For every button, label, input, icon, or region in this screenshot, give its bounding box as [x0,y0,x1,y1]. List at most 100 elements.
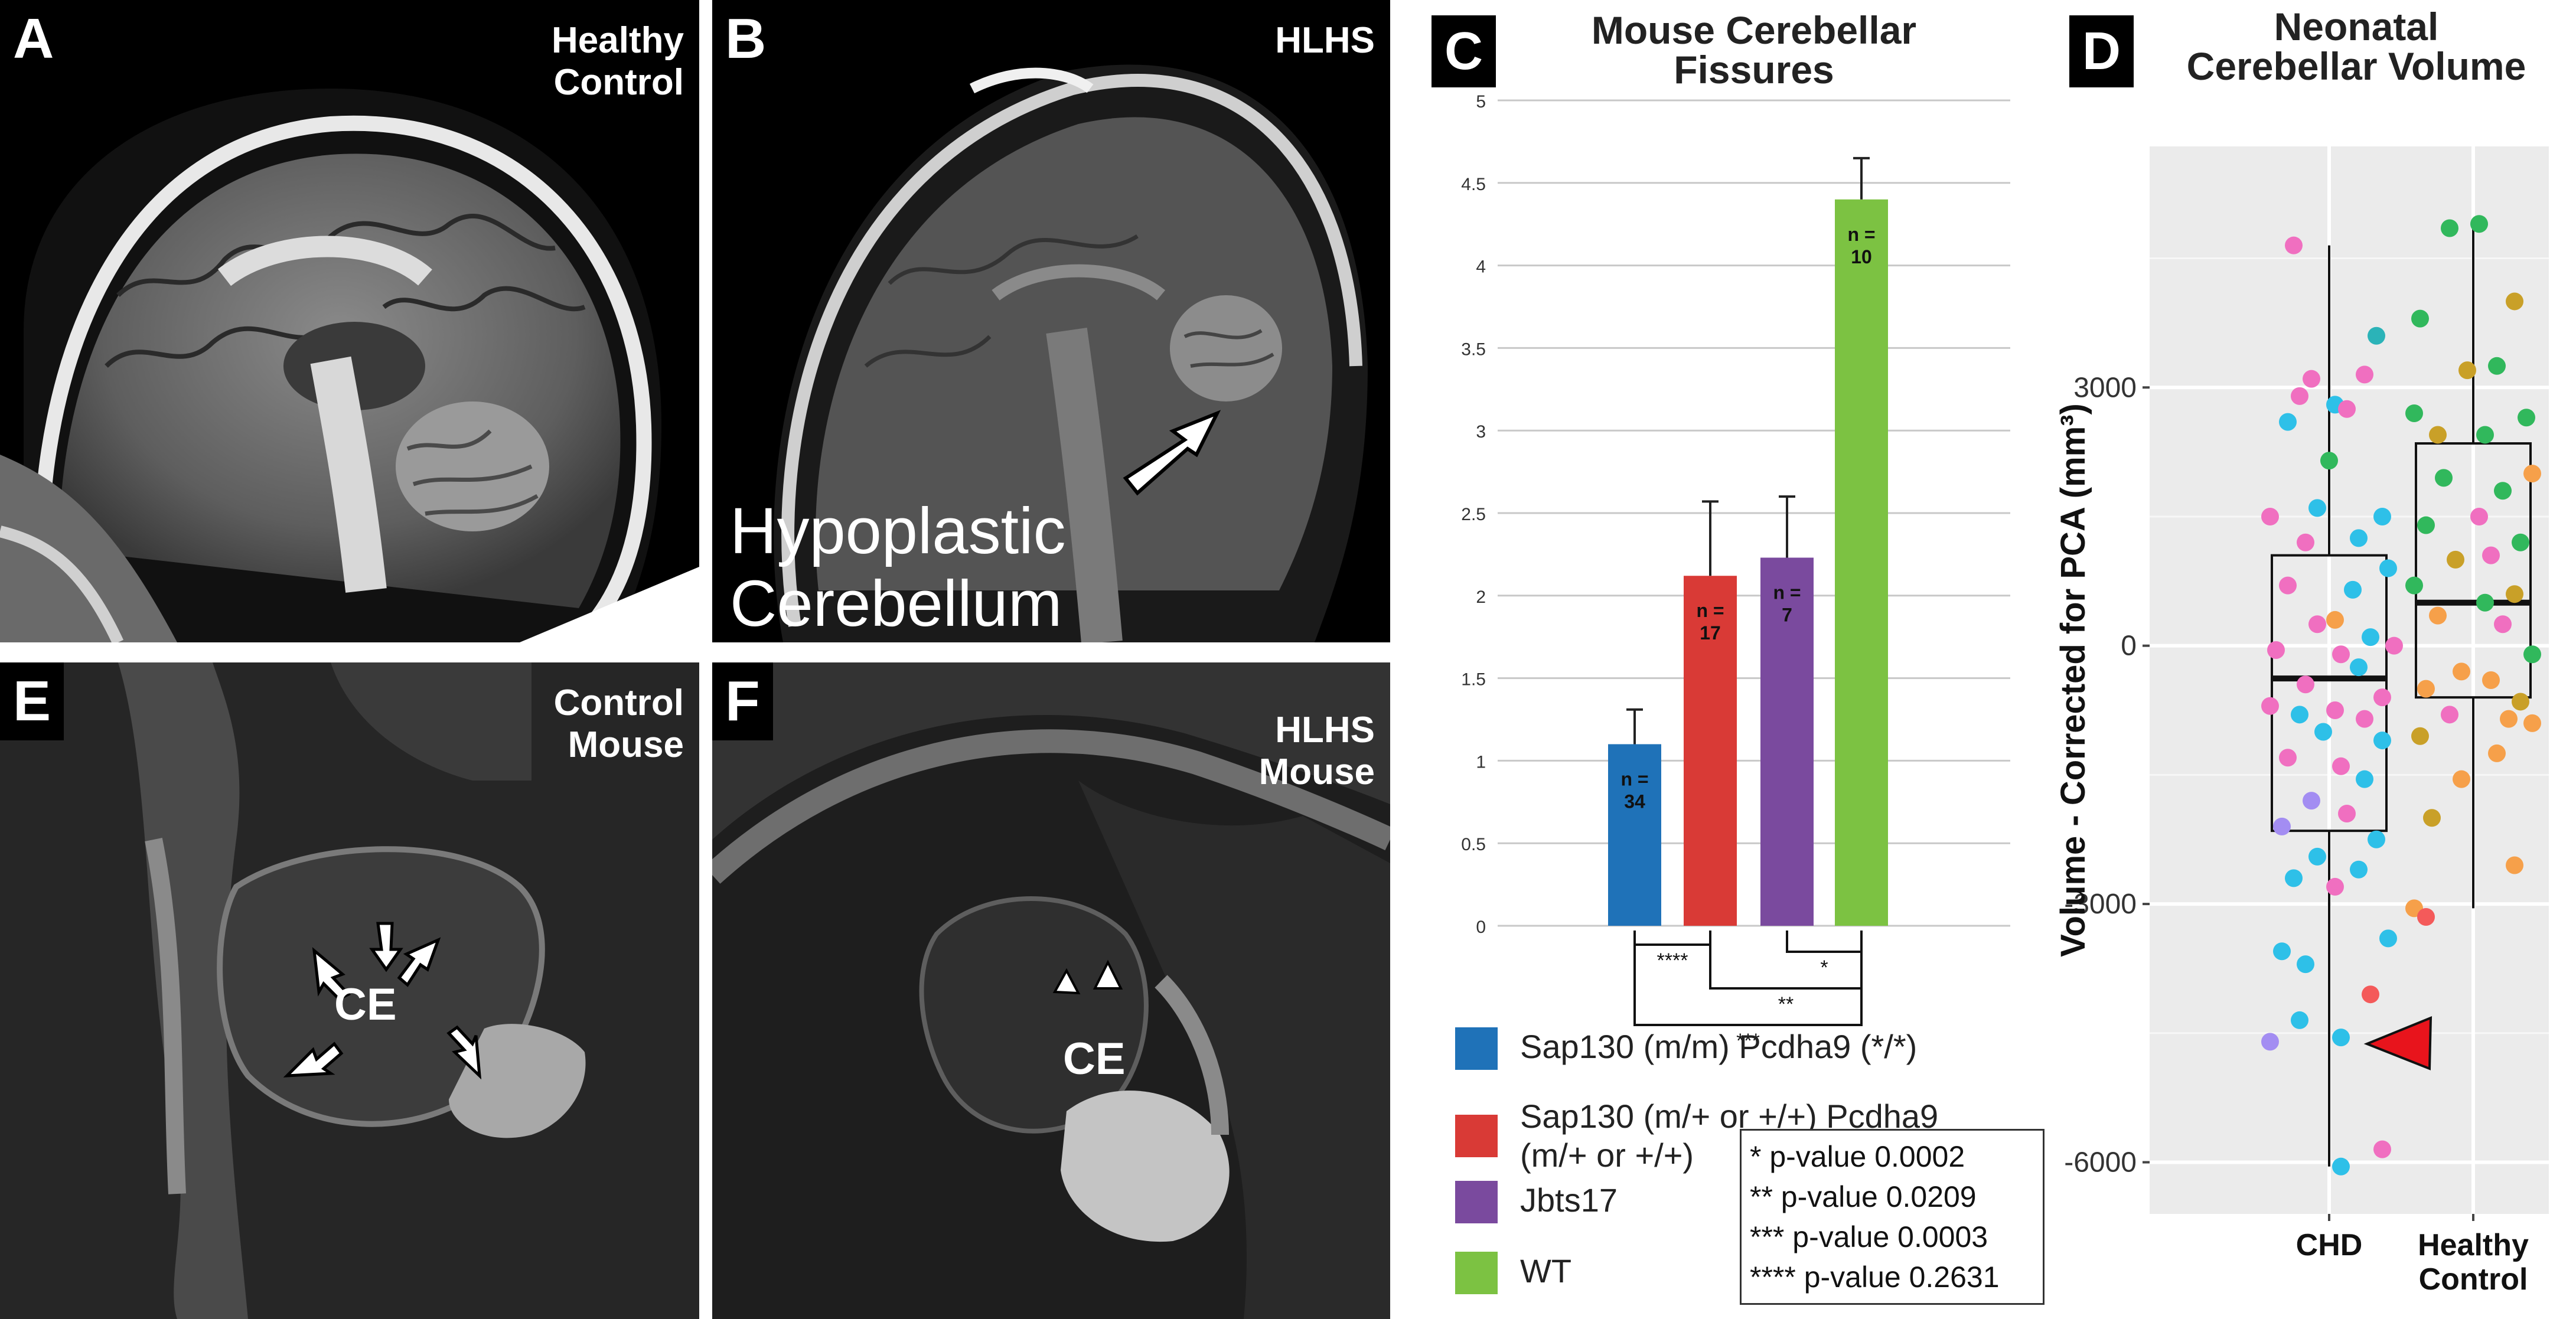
x-category-label-0: CHD [2296,1228,2363,1262]
y-tick-label-1: -3000 [2064,889,2137,920]
data-point-0-3 [2303,370,2320,388]
data-point-0-29 [2356,710,2373,728]
data-point-1-3 [2411,309,2429,328]
data-point-0-50 [2373,1140,2391,1158]
data-point-0-14 [2379,559,2397,577]
data-point-0-49 [2332,1029,2350,1047]
data-point-0-13 [2350,529,2368,547]
y-tick-label-0: 0 [1476,918,1486,937]
y-tick-label-8: 4 [1476,257,1486,277]
data-point-1-10 [2523,465,2541,483]
data-point-1-17 [2482,546,2500,564]
panel-f: F HLHS Mouse CE [712,662,1390,1319]
data-point-1-18 [2405,576,2423,595]
data-point-1-1 [2441,219,2458,237]
panel-a: A Healthy Control [0,0,699,642]
data-point-0-9 [2261,507,2279,525]
data-point-0-43 [2379,929,2397,948]
data-point-0-19 [2362,628,2379,647]
mri-control-mouse-image [0,662,699,1319]
panel-b-label: HLHS [1275,20,1375,61]
significance-label-1: * [1820,956,1828,979]
legend-item-sap130-mm: Sap130 (m/m) Pcdha9 (*/*) [1455,1027,1917,1070]
data-point-0-6 [2338,400,2356,418]
panel-letter-d: D [2069,15,2134,87]
data-point-0-16 [2344,580,2362,599]
data-point-1-12 [2494,482,2512,500]
data-point-0-39 [2308,847,2326,866]
data-point-0-38 [2368,830,2385,848]
ce-label-e: CE [334,980,397,1030]
pvalue-box: * p-value 0.0002 ** p-value 0.0209 *** p… [1740,1129,2045,1305]
mri-healthy-control-image [0,89,699,642]
mri-hlhs-image [774,64,1368,642]
n-label-1: n = 17 [1696,600,1724,644]
y-tick-label-2: 0 [2121,631,2137,662]
data-point-0-11 [2373,507,2391,525]
legend-swatch-sap130-mm [1455,1027,1498,1070]
panel-letter-b: B [712,0,780,78]
bar-1 [1684,576,1737,926]
y-axis-label: Volume - Corrected for PCA (mm³) [2054,403,2092,957]
data-point-0-41 [2285,869,2303,887]
data-point-0-7 [2279,413,2297,431]
box-0 [2271,554,2388,832]
data-point-0-34 [2356,770,2373,788]
data-point-0-47 [2291,1011,2308,1029]
data-point-1-11 [2435,469,2453,487]
panel-f-label: HLHS Mouse [1258,710,1375,792]
data-point-0-24 [2297,675,2314,694]
n-label-3: n = 10 [1847,224,1875,267]
data-point-1-26 [2417,680,2435,698]
legend-item-wt: WT [1455,1252,1571,1294]
pvalue-line-4: **** p-value 0.2631 [1750,1261,2000,1294]
data-point-1-37 [2417,907,2435,926]
data-point-1-35 [2506,856,2523,874]
data-point-0-44 [2273,942,2291,961]
mri-hlhs-mouse-image [712,662,1390,1319]
data-point-1-15 [2512,533,2529,551]
ce-label-f: CE [1063,1034,1126,1084]
y-tick-label-5: 2.5 [1461,505,1486,524]
y-tick-label-0: -6000 [2064,1147,2137,1178]
data-point-0-46 [2362,985,2379,1004]
data-point-0-10 [2308,499,2326,517]
significance-bracket-1 [1786,931,1863,953]
pvalue-line-1: * p-value 0.0002 [1750,1140,1965,1173]
data-point-1-16 [2447,550,2464,569]
legend-swatch-sap130-mplus [1455,1115,1498,1157]
data-point-0-32 [2279,749,2297,767]
panel-letter-a: A [0,0,67,78]
data-point-0-18 [2308,615,2326,634]
y-tick-label-3: 3000 [2073,372,2137,403]
data-point-0-31 [2373,732,2391,750]
data-point-0-25 [2373,688,2391,707]
panel-letter-c: C [1432,15,1496,87]
data-point-1-9 [2429,426,2447,444]
data-point-0-20 [2385,636,2403,655]
data-point-1-7 [2518,409,2535,427]
significance-label-0: **** [1657,949,1688,972]
y-tick-label-6: 3 [1476,422,1486,442]
pvalue-line-3: *** p-value 0.0003 [1750,1220,1988,1253]
data-point-0-36 [2338,805,2356,822]
data-point-0-2 [2356,365,2373,384]
legend-item-sap130-mplus: Sap130 (m/+ or +/+) Pcdha9 (m/+ or +/+) [1455,1097,1938,1175]
data-point-0-21 [2267,641,2285,659]
data-point-1-24 [2453,662,2470,681]
data-point-0-0 [2285,236,2303,254]
y-tick-label-10: 5 [1476,92,1486,112]
data-point-1-5 [2488,357,2506,375]
data-point-0-23 [2350,658,2368,677]
y-tick-label-9: 4.5 [1461,175,1486,194]
data-point-1-21 [2429,606,2447,625]
data-point-0-28 [2326,701,2344,720]
y-tick-label-4: 2 [1476,587,1486,607]
data-point-0-27 [2291,706,2308,724]
significance-bracket-0 [1633,931,1711,946]
data-point-0-12 [2297,533,2314,551]
data-point-0-30 [2314,723,2332,741]
data-point-0-4 [2326,396,2344,414]
panel-letter-f: F [712,662,773,740]
data-point-0-5 [2291,387,2308,405]
